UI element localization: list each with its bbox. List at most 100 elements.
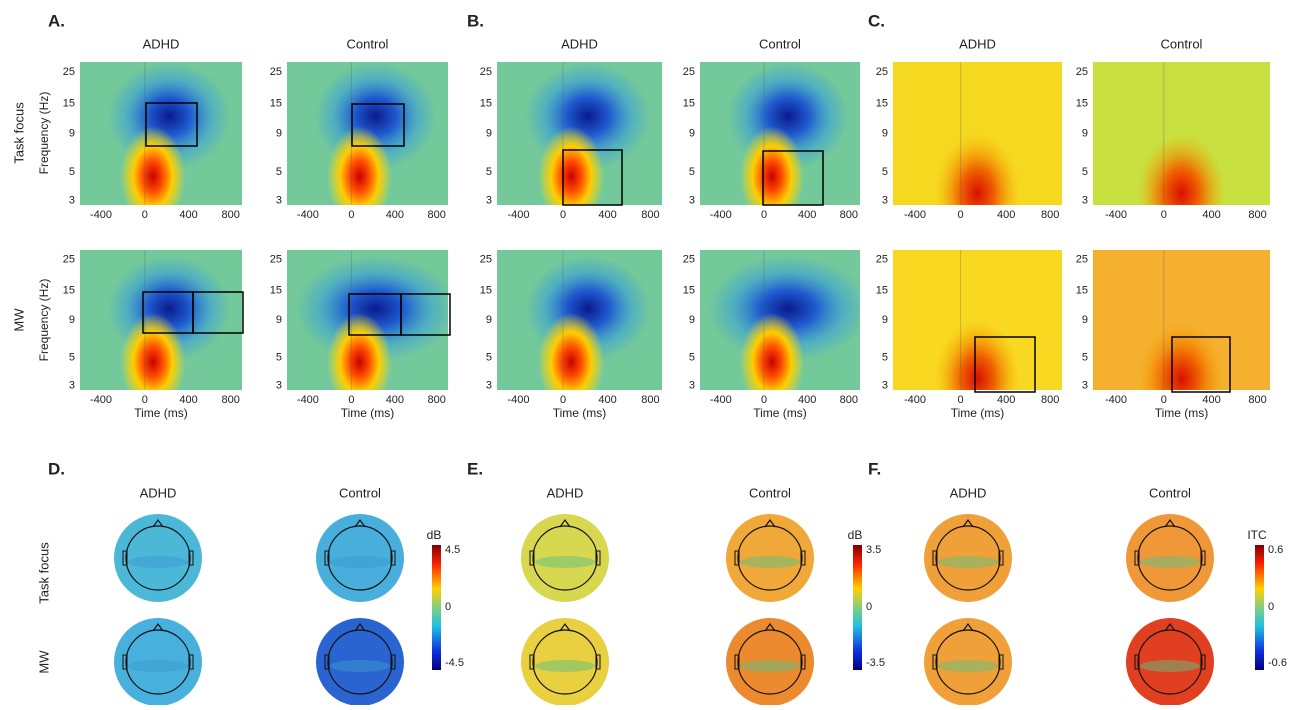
colorbar [432,545,441,670]
panel-letter: C. [868,11,885,30]
y-tick-label: 9 [69,127,75,139]
topo-band [535,556,595,568]
x-tick-label: -400 [904,209,926,221]
colorbar [1255,545,1264,670]
x-tick-label: 0 [142,209,148,221]
x-tick-label: 0 [348,209,354,221]
x-tick-label: -400 [297,209,319,221]
x-tick-label: 0 [142,394,148,406]
heatmap-body [287,62,448,226]
y-tick-label: 25 [876,254,888,266]
panel-letter: A. [48,11,65,30]
colorbar-min: -3.5 [866,657,885,669]
y-tick-label: 15 [876,285,888,297]
topo-band [330,660,390,672]
y-tick-label: 15 [1076,97,1088,109]
x-tick-label: 800 [840,394,858,406]
x-tick-label: 0 [761,394,767,406]
y-tick-label: 5 [69,166,75,178]
x-tick-label: 400 [798,209,816,221]
y-axis-label: Frequency (Hz) [37,279,51,362]
topo-band [938,556,998,568]
y-tick-label: 9 [882,127,888,139]
x-tick-label: 400 [1202,209,1220,221]
panel-letter: D. [48,459,65,478]
heatmap [80,62,242,226]
x-tick-label: 400 [598,394,616,406]
blob-red [740,126,804,226]
topo-band [938,660,998,672]
colorbar-max: 4.5 [445,544,460,556]
x-tick-label: 800 [428,394,446,406]
y-tick-label: 15 [63,285,75,297]
topo-band [128,556,188,568]
y-tick-label: 3 [689,195,695,207]
row-label: MW [36,650,51,674]
y-tick-label: 9 [486,314,492,326]
x-tick-label: 0 [1161,394,1167,406]
y-tick-label: 5 [882,166,888,178]
x-tick-label: -400 [90,394,112,406]
heatmap-body [1093,62,1270,254]
heatmap [700,62,860,226]
topo-band [740,556,800,568]
x-tick-label: -400 [710,394,732,406]
y-tick-label: 3 [276,195,282,207]
colorbar-max: 0.6 [1268,544,1283,556]
x-tick-label: -400 [507,394,529,406]
column-heading: ADHD [140,485,177,500]
y-tick-label: 3 [276,380,282,392]
x-axis-label: Time (ms) [1155,406,1209,420]
y-tick-label: 15 [480,97,492,109]
heatmap-body [893,62,1062,254]
x-tick-label: 800 [1041,209,1059,221]
colorbar-unit: dB [427,528,442,542]
heatmap [1093,62,1270,254]
y-tick-label: 3 [1082,380,1088,392]
y-tick-label: 25 [480,66,492,78]
x-tick-label: 800 [1248,394,1266,406]
colorbar-unit: dB [848,528,863,542]
x-tick-label: 800 [221,209,239,221]
y-tick-label: 5 [69,352,75,364]
y-tick-label: 5 [689,166,695,178]
y-tick-label: 3 [882,195,888,207]
y-tick-label: 3 [1082,195,1088,207]
column-heading: ADHD [950,485,987,500]
y-tick-label: 9 [689,127,695,139]
x-tick-label: 400 [997,394,1015,406]
y-tick-label: 9 [486,127,492,139]
x-tick-label: -400 [1105,394,1127,406]
x-tick-label: -400 [297,394,319,406]
x-tick-label: 800 [1041,394,1059,406]
topo-band [1140,660,1200,672]
blob-red [120,126,185,226]
column-heading: ADHD [143,36,180,51]
heatmap [287,250,456,411]
blob-red [120,313,185,411]
x-tick-label: 400 [1202,394,1220,406]
x-tick-label: 400 [997,209,1015,221]
y-tick-label: 25 [480,254,492,266]
y-tick-label: 25 [683,254,695,266]
y-tick-label: 3 [486,195,492,207]
heatmap [497,62,662,226]
x-tick-label: 800 [1248,209,1266,221]
heatmap [700,250,868,411]
blob-red [935,134,1020,254]
blob-red [740,313,804,411]
x-axis-label: Time (ms) [753,406,807,420]
x-tick-label: 0 [560,209,566,221]
y-tick-label: 25 [1076,66,1088,78]
x-tick-label: 400 [598,209,616,221]
y-tick-label: 5 [1082,352,1088,364]
y-tick-label: 3 [69,380,75,392]
heatmap [497,250,662,411]
column-heading: Control [749,485,791,500]
topo-band [1140,556,1200,568]
colorbar [853,545,862,670]
x-tick-label: 0 [348,394,354,406]
y-tick-label: 5 [882,352,888,364]
y-tick-label: 9 [882,314,888,326]
heatmap-body [80,62,242,226]
